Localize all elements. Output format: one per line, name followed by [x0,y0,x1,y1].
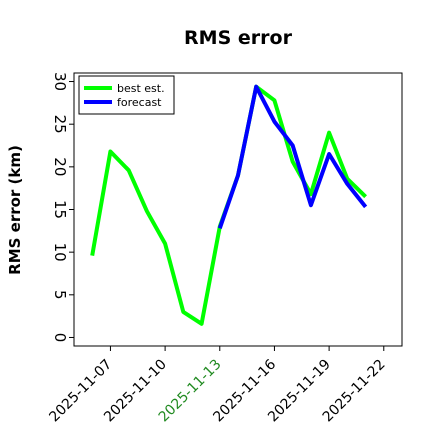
y-tick-label: 10 [51,243,69,262]
series-line-1 [217,84,368,229]
y-axis-label: RMS error (km) [6,145,24,275]
legend-label-1: forecast [117,96,162,109]
legend-label-0: best est. [117,82,165,95]
chart-title: RMS error [184,27,293,49]
y-tick-label: 0 [51,333,69,343]
x-axis: 2025-11-072025-11-102025-11-132025-11-16… [46,346,389,425]
y-tick-label: 20 [51,157,69,176]
y-axis: 0 5 10 15 20 25 30 [51,72,74,342]
y-tick-label: 15 [51,200,69,219]
y-tick-label: 30 [51,72,69,91]
legend-box [78,75,175,115]
y-tick-label: 5 [51,290,69,300]
legend: best est.forecast [78,75,175,115]
y-tick-label: 25 [51,115,69,134]
series-layer [90,84,368,326]
